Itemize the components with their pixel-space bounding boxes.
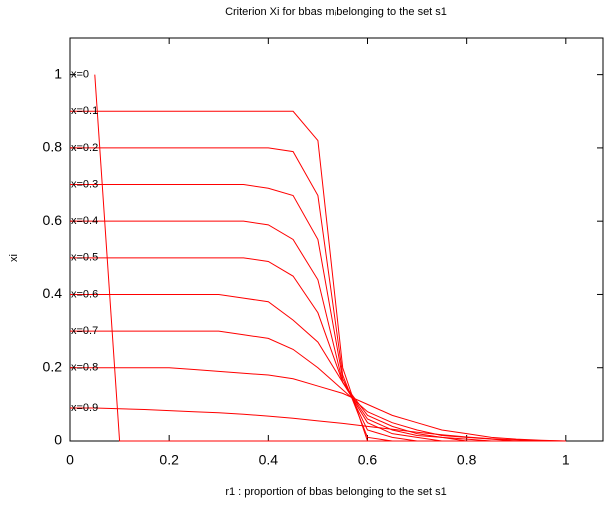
x-tick-label: 0 [66,452,74,468]
series-line [70,407,566,442]
y-tick-label: 1 [54,65,62,81]
series-label: x=0.5 [71,252,98,264]
series-line [70,293,566,442]
x-tick-label: 0.8 [457,452,477,468]
series-label: x=0.4 [71,215,98,227]
series-label: x=0.8 [71,362,98,374]
x-tick-label: 0.6 [358,452,378,468]
series-label: x=0.2 [71,142,98,154]
series-label: x=0.9 [71,402,98,414]
x-tick-label: 1 [562,452,570,468]
series-label: x=0.3 [71,178,98,190]
series-label: x=0 [71,69,89,81]
y-axis-label: xi [8,254,20,262]
y-tick-label: 0.8 [43,139,63,155]
x-axis-label: r1 : proportion of bbas belonging to the… [225,486,446,498]
chart-title: Criterion Xi for bbas mᵢbelonging to the… [225,6,447,18]
x-tick-label: 0.2 [159,452,179,468]
series-label: x=0.7 [71,325,98,337]
series-line [70,257,566,442]
y-tick-label: 0.6 [43,212,63,228]
y-tick-label: 0.2 [43,358,63,374]
plot-frame [69,37,604,442]
series-label: x=0.6 [71,288,98,300]
series-label: x=0.1 [71,105,98,117]
series-line [70,367,566,442]
series-line [70,110,566,442]
y-tick-label: 0.4 [43,285,63,301]
y-tick-label: 0 [54,432,62,448]
x-tick-label: 0.4 [259,452,279,468]
